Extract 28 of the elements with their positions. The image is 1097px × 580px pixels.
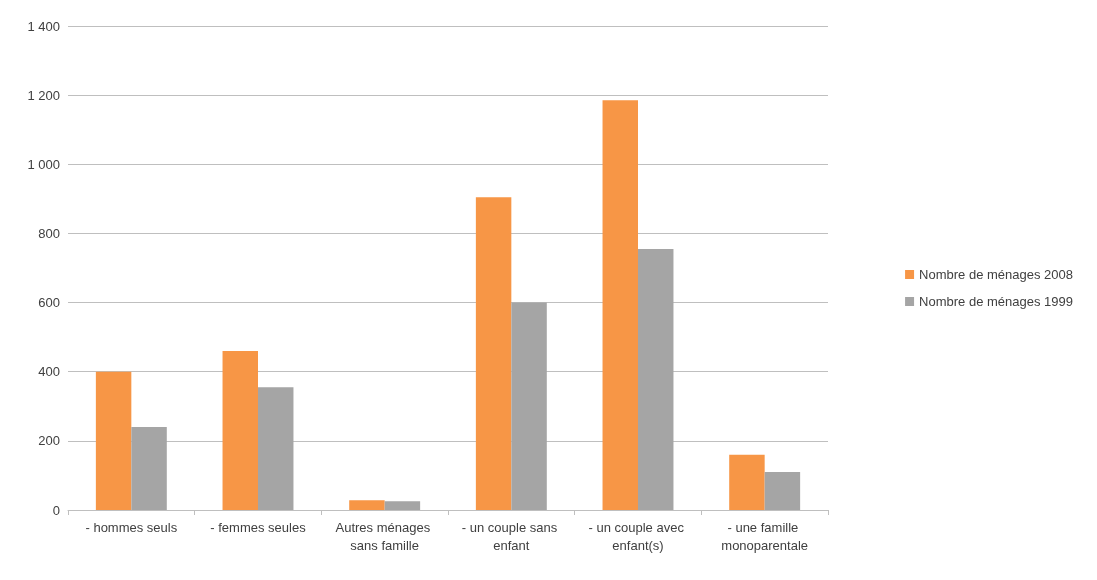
y-tick-label: 600 xyxy=(38,295,60,311)
bar xyxy=(222,350,258,510)
y-tick-label: 400 xyxy=(38,364,60,380)
x-tick-label: - un couple avec enfant(s) xyxy=(588,519,688,553)
bar xyxy=(638,248,674,510)
y-tick-label: 1 200 xyxy=(27,87,60,103)
x-tick-label: - femmes seules xyxy=(210,519,307,535)
bar xyxy=(729,454,765,510)
bar xyxy=(95,371,132,510)
x-tick-label: Autres ménages sans famille xyxy=(335,519,434,553)
y-tick-label: 800 xyxy=(38,225,60,241)
legend-label: Nombre de ménages 1999 xyxy=(919,294,1074,309)
bar xyxy=(384,501,421,510)
x-tick-label: - une famille monoparentale xyxy=(721,519,809,553)
bar xyxy=(602,100,638,510)
bar xyxy=(258,387,294,510)
bar xyxy=(131,427,167,510)
y-tick-label: 1 400 xyxy=(27,18,60,34)
y-tick-label: 0 xyxy=(52,502,60,518)
x-tick-label: - hommes seuls xyxy=(85,519,178,535)
y-tick-label: 200 xyxy=(38,433,60,449)
y-tick-label: 1 000 xyxy=(27,156,60,172)
x-tick-label: - un couple sans enfant xyxy=(461,519,561,553)
bar xyxy=(349,500,385,510)
legend-label: Nombre de ménages 2008 xyxy=(919,267,1074,282)
bar xyxy=(764,471,801,510)
bar xyxy=(511,302,547,510)
bar xyxy=(475,197,512,510)
